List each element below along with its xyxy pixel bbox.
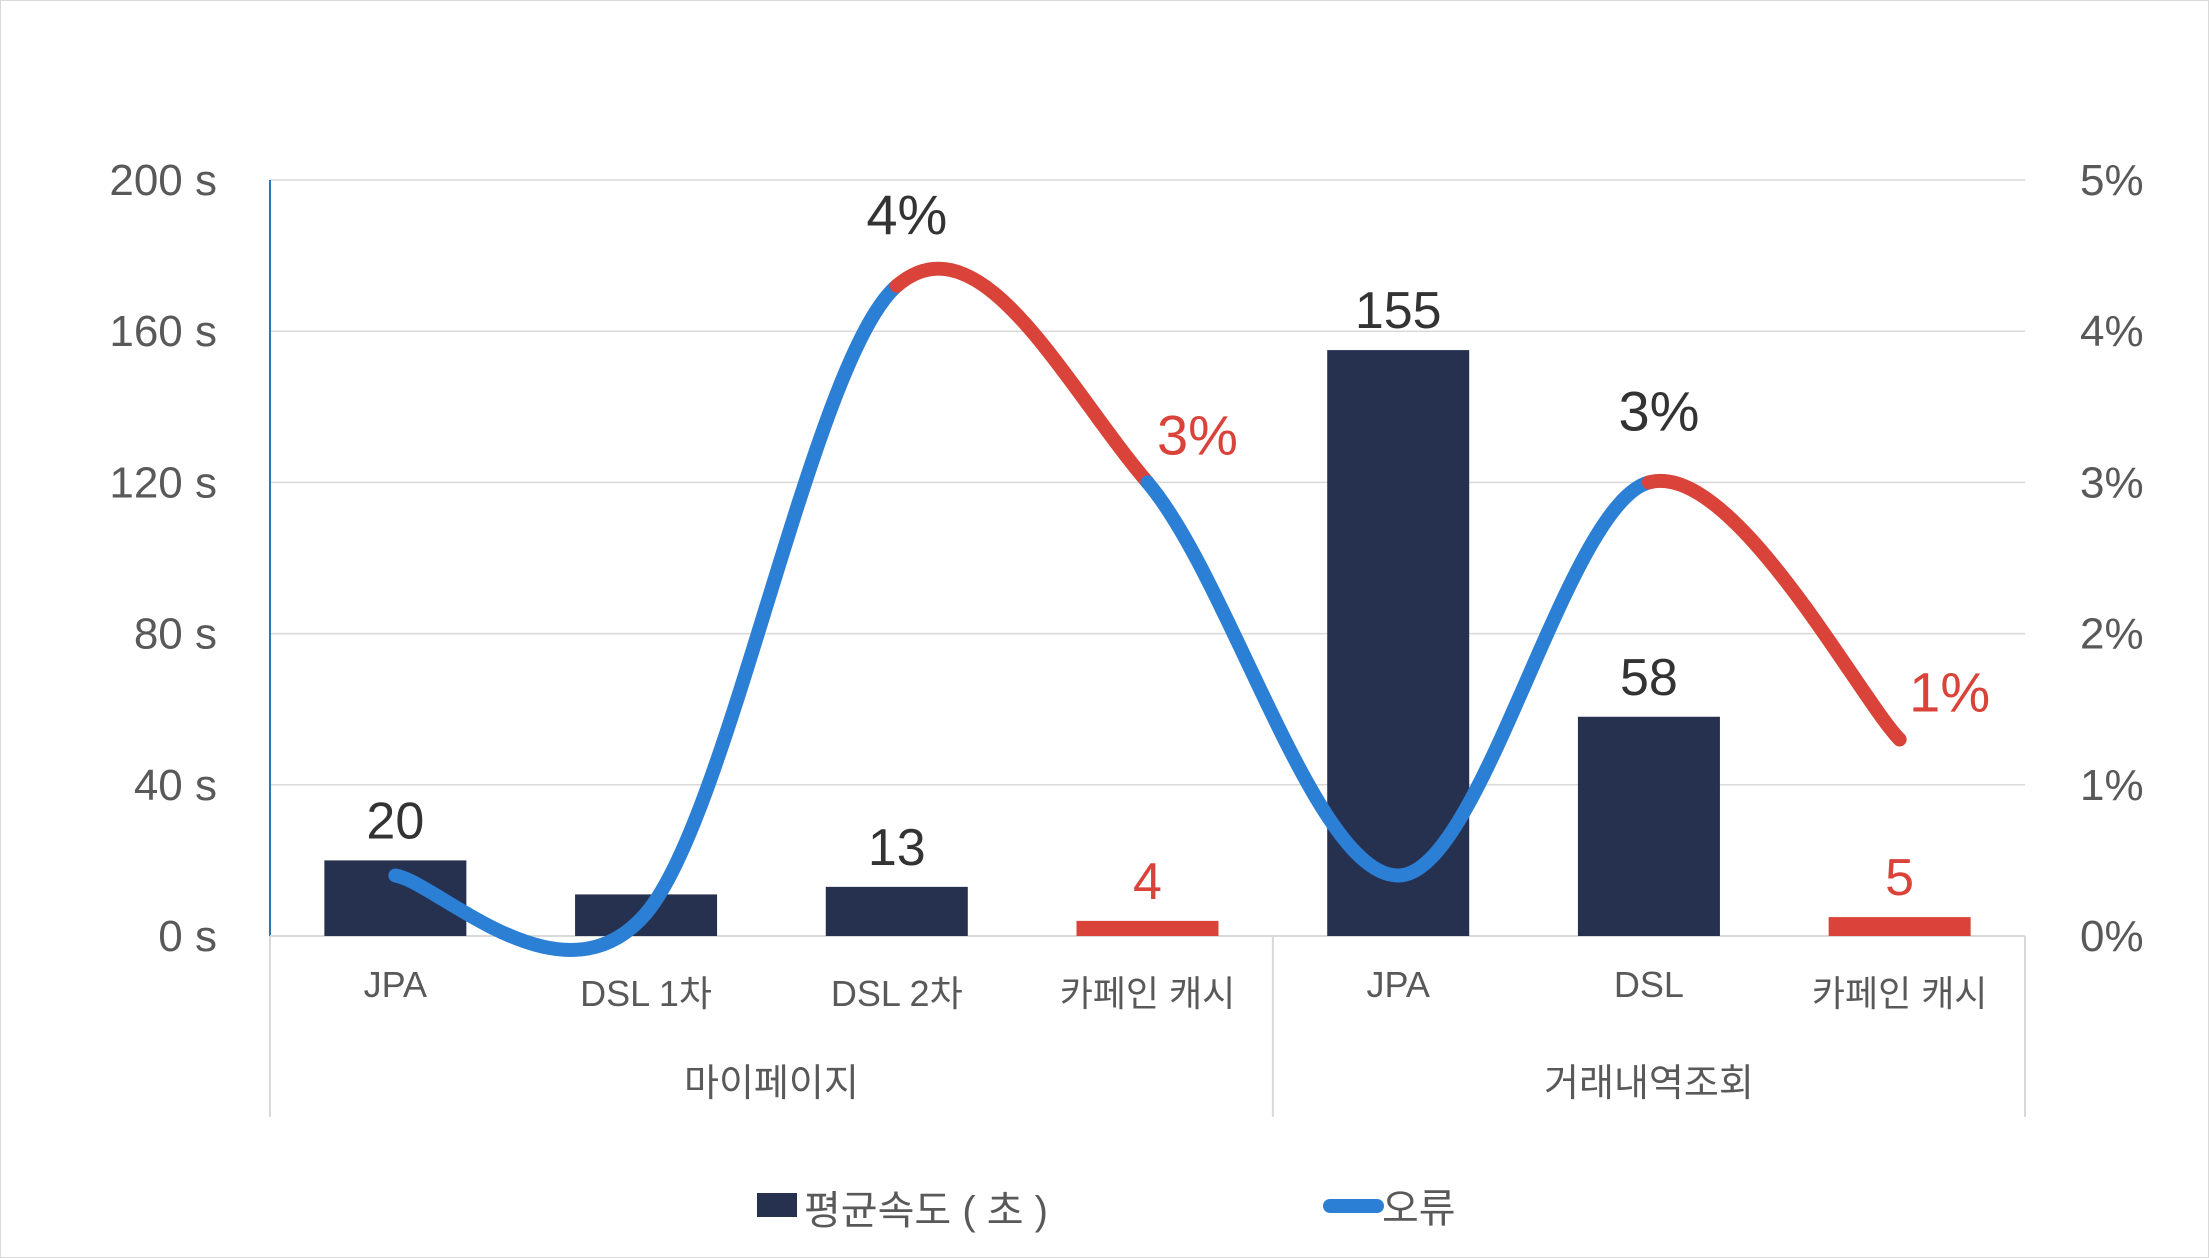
y-left-tick-label: 200 s — [109, 156, 217, 205]
bar-series — [324, 350, 1971, 937]
bar-data-label: 155 — [1355, 282, 1442, 340]
bar-data-label: 20 — [366, 792, 424, 850]
y-right-tick-label: 4% — [2080, 307, 2144, 356]
error-line-segment — [1140, 475, 1406, 883]
bar-data-label: 58 — [1620, 649, 1678, 707]
y-right-tick-label: 1% — [2080, 761, 2144, 810]
y-left-tick-label: 160 s — [109, 307, 217, 356]
group-label: 마이페이지 — [684, 1063, 859, 1105]
category-label: JPA — [364, 964, 427, 1005]
error-line-segment — [1391, 475, 1656, 883]
category-label: 카페인 캐시 — [1812, 973, 1988, 1014]
error-data-label: 3% — [1618, 379, 1699, 442]
category-label: DSL — [1614, 964, 1684, 1005]
group-label: 거래내역조회 — [1544, 1063, 1754, 1105]
data-labels: 20 13 4 155 58 5 4% 3% 3% 1% — [366, 183, 1990, 911]
bar-data-label: 13 — [868, 819, 926, 877]
y-left-tick-label: 120 s — [109, 458, 217, 507]
gridlines — [270, 179, 2025, 786]
bar — [1828, 917, 1971, 936]
y-right-tick-label: 2% — [2080, 610, 2144, 659]
legend-bar-swatch — [757, 1193, 797, 1217]
y-right-tick-label: 3% — [2080, 458, 2144, 507]
error-data-label: 1% — [1909, 660, 1990, 723]
error-line-segment — [889, 261, 1155, 490]
line-series — [388, 261, 1907, 957]
error-data-label: 4% — [866, 183, 947, 246]
y-right-tick-label: 0% — [2080, 912, 2144, 961]
legend: 평균속도 ( 초 ) 오류 — [757, 1187, 1456, 1233]
category-label: DSL 1차 — [580, 973, 712, 1014]
legend-bar-label: 평균속도 ( 초 ) — [804, 1189, 1048, 1233]
bar — [1076, 920, 1219, 936]
y-right-tick-label: 5% — [2080, 156, 2144, 205]
legend-line-label: 오류 — [1382, 1187, 1456, 1231]
y-left-tick-label: 80 s — [134, 610, 217, 659]
bar-data-label: 4 — [1133, 853, 1162, 911]
error-line-segment — [1641, 473, 1907, 747]
category-label: DSL 2차 — [831, 973, 963, 1014]
error-line-segment — [388, 868, 654, 957]
category-label: 카페인 캐시 — [1060, 973, 1236, 1014]
bar — [1577, 716, 1720, 936]
error-data-label: 3% — [1157, 403, 1238, 466]
y-left-tick-label: 40 s — [134, 761, 217, 810]
error-line-segment — [639, 278, 904, 921]
bar-data-label: 5 — [1885, 849, 1914, 907]
y-left-tick-label: 0 s — [158, 912, 217, 961]
category-label: JPA — [1367, 964, 1430, 1005]
bar — [825, 886, 968, 936]
